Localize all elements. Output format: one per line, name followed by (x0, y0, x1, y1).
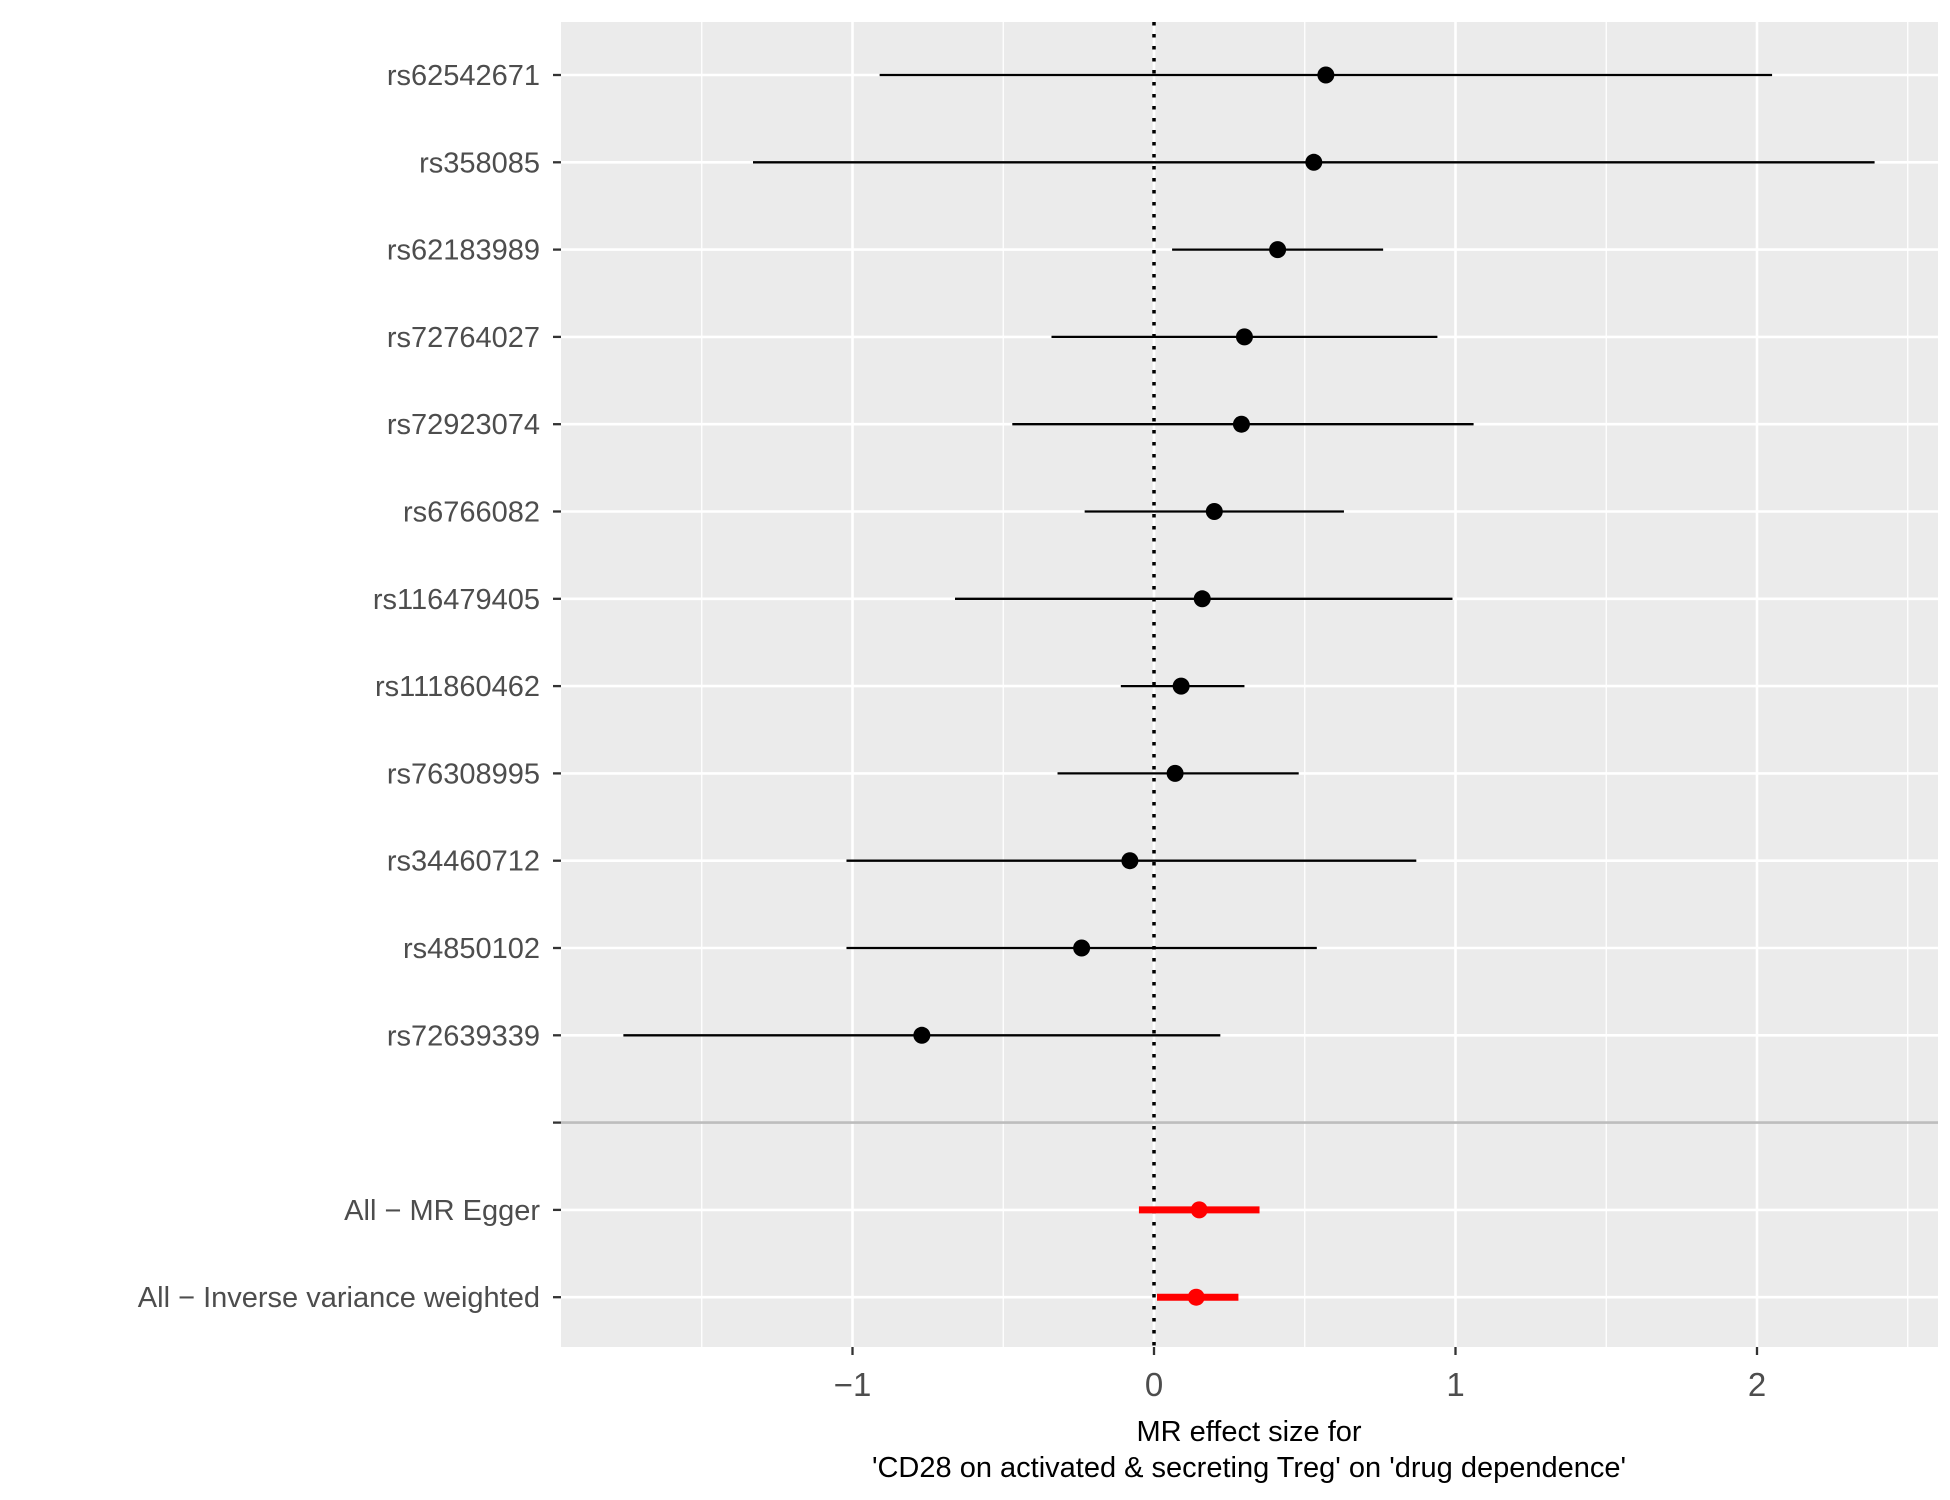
y-label-rs72923074: rs72923074 (387, 409, 540, 441)
x-tick-label: 2 (1748, 1366, 1766, 1403)
point-rs72639339 (913, 1026, 931, 1044)
y-label-rs62542671: rs62542671 (387, 60, 540, 92)
y-label-rs34460712: rs34460712 (387, 846, 540, 878)
point-rs358085 (1305, 153, 1323, 171)
y-axis-labels: rs62542671 rs358085 rs62183989 rs72764027 rs… (138, 60, 561, 1314)
y-label-rs72764027: rs72764027 (387, 322, 540, 354)
x-tick-label: 0 (1145, 1366, 1163, 1403)
y-label-rs72639339: rs72639339 (387, 1020, 540, 1052)
summary-point-2 (1187, 1288, 1205, 1306)
point-rs76308995 (1166, 764, 1184, 782)
y-label-rs111860462: rs111860462 (375, 671, 540, 703)
x-tick-label: 1 (1446, 1366, 1464, 1403)
point-rs111860462 (1172, 677, 1190, 695)
point-rs62542671 (1317, 66, 1335, 84)
y-label-summary-1: All − MR Egger (344, 1195, 540, 1227)
x-axis-title-line-1: MR effect size for (1136, 1416, 1361, 1448)
x-axis: −1 0 1 2 (834, 1347, 1766, 1403)
minor-gridlines (701, 22, 1909, 1347)
y-label-rs358085: rs358085 (419, 147, 540, 179)
point-rs72923074 (1232, 415, 1250, 433)
y-label-rs4850102: rs4850102 (403, 933, 540, 965)
y-label-summary-2: All − Inverse variance weighted (138, 1282, 540, 1314)
x-tick-label: −1 (834, 1366, 872, 1403)
chart-marks (623, 66, 1875, 1306)
point-rs72764027 (1235, 328, 1253, 346)
point-rs62183989 (1269, 241, 1287, 259)
point-rs34460712 (1121, 852, 1139, 870)
y-label-rs116479405: rs116479405 (373, 584, 540, 616)
y-label-rs76308995: rs76308995 (387, 758, 540, 790)
point-rs116479405 (1193, 590, 1211, 608)
x-axis-title-line-2: 'CD28 on activated & secreting Treg' on … (872, 1452, 1626, 1484)
point-rs6766082 (1205, 503, 1223, 520)
y-label-rs62183989: rs62183989 (387, 235, 540, 267)
plot-panel (561, 22, 1938, 1347)
y-label-rs6766082: rs6766082 (403, 497, 540, 529)
point-rs4850102 (1073, 939, 1091, 957)
summary-point-1 (1190, 1201, 1208, 1219)
